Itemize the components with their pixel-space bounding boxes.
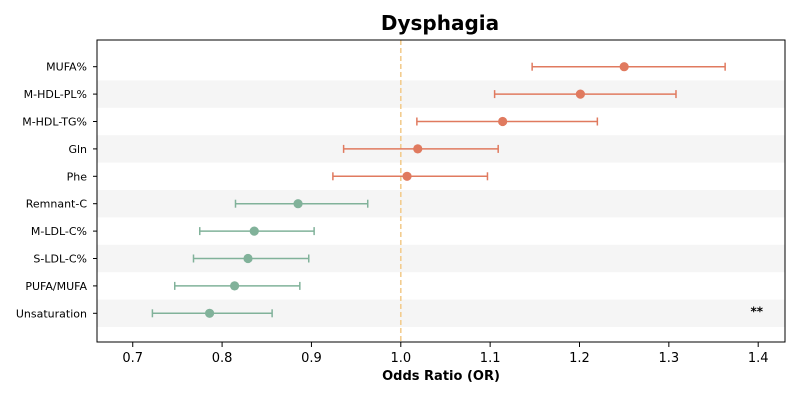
y-tick-label: S-LDL-C% <box>33 253 87 266</box>
y-tick-label: MUFA% <box>46 61 87 74</box>
data-marks: ** <box>151 62 764 318</box>
x-tick-label: 0.9 <box>301 351 322 366</box>
y-tick-label: M-LDL-C% <box>31 225 87 238</box>
y-tick-label: Gln <box>68 143 87 156</box>
point-estimate <box>619 62 629 72</box>
y-tick-label: PUFA/MUFA <box>25 280 87 293</box>
x-tick-label: 0.8 <box>212 351 233 366</box>
y-tick-label: Remnant-C <box>26 198 88 211</box>
point-estimate <box>293 199 303 209</box>
point-estimate <box>413 144 423 154</box>
y-tick-label: Unsaturation <box>16 307 87 320</box>
x-tick-label: 1.3 <box>659 351 680 366</box>
x-tick-label: 1.2 <box>569 351 590 366</box>
y-tick-label: Phe <box>67 170 88 183</box>
row-band <box>97 80 785 108</box>
point-estimate <box>204 308 215 318</box>
plot-frame <box>96 39 786 343</box>
point-estimate <box>575 89 585 99</box>
point-estimate <box>249 226 259 236</box>
point-estimate <box>243 253 253 264</box>
x-tick-label: 0.7 <box>122 351 143 366</box>
y-axis-labels: MUFA% M-HDL-PL% M-HDL-TG% Gln Phe Remnant-C M-… <box>16 61 97 320</box>
chart-title: Dysphagia <box>381 11 499 35</box>
x-tick-label: 1.4 <box>748 351 769 366</box>
significance-annotation: ** <box>750 304 763 318</box>
y-tick-label: M-HDL-PL% <box>24 88 87 101</box>
x-tick-label: 1.0 <box>390 351 411 366</box>
x-tick-label: 1.1 <box>480 351 501 366</box>
row-bands <box>97 80 785 327</box>
point-estimate <box>402 171 412 181</box>
point-estimate <box>498 116 508 127</box>
x-axis-label: Odds Ratio (OR) <box>382 369 500 384</box>
y-tick-label: M-HDL-TG% <box>22 116 87 129</box>
point-estimate <box>230 281 240 291</box>
row-band <box>97 190 785 218</box>
x-axis: 0.7 0.8 0.9 1.0 1.1 1.2 1.3 1.4 <box>122 342 769 366</box>
